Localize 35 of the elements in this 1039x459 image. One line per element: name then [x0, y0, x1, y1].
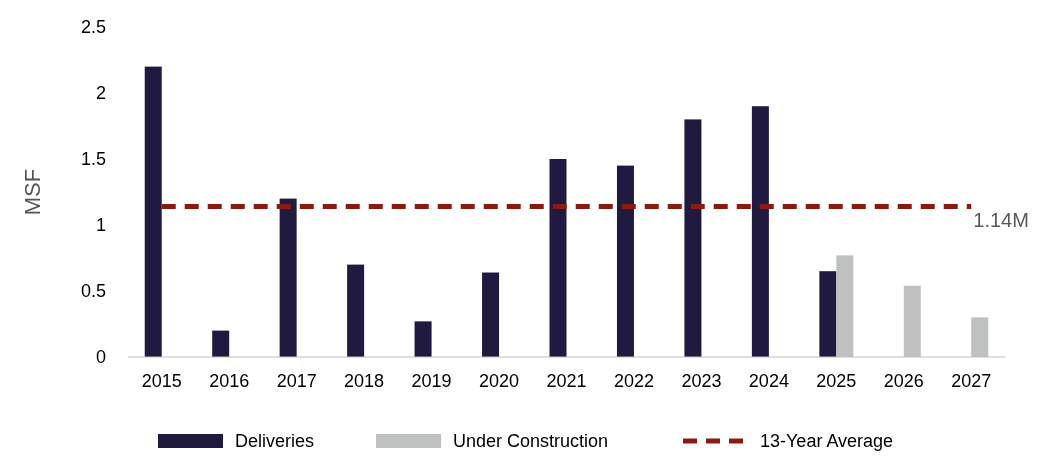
bar	[819, 271, 837, 357]
bar	[684, 119, 702, 357]
x-tick-label: 2016	[209, 371, 250, 391]
legend-label: Under Construction	[453, 431, 609, 452]
x-tick-label: 2025	[816, 371, 857, 391]
bar	[482, 272, 500, 357]
x-tick-label: 2027	[951, 371, 992, 391]
x-tick-label: 2020	[479, 371, 520, 391]
bar	[751, 106, 769, 357]
y-tick-label: 1.5	[80, 149, 106, 170]
bar	[144, 66, 162, 357]
bar	[414, 321, 432, 357]
y-tick-label: 2.5	[80, 17, 106, 38]
x-tick-label: 2021	[546, 371, 587, 391]
x-tick-label: 2023	[681, 371, 722, 391]
bar	[279, 198, 297, 357]
y-tick-label: 2	[95, 83, 106, 104]
bar	[212, 330, 230, 357]
x-tick-label: 2026	[883, 371, 924, 391]
bar	[616, 165, 634, 357]
bar	[549, 159, 567, 357]
annotation: 1.14M	[973, 208, 1029, 231]
x-tick-label: 2018	[344, 371, 385, 391]
legend-label: Deliveries	[235, 431, 315, 452]
x-tick-label: 2024	[748, 371, 789, 391]
y-tick-label: 0.5	[80, 281, 106, 302]
legend-label: 13-Year Average	[760, 431, 894, 452]
y-axis-title: MSF	[20, 168, 45, 216]
bar	[347, 264, 365, 357]
x-tick-label: 2022	[613, 371, 654, 391]
x-tick-label: 2017	[276, 371, 317, 391]
y-tick-label: 1	[95, 215, 106, 236]
x-tick-label: 2019	[411, 371, 452, 391]
y-tick-label: 0	[95, 347, 106, 368]
x-tick-label: 2015	[141, 371, 182, 391]
